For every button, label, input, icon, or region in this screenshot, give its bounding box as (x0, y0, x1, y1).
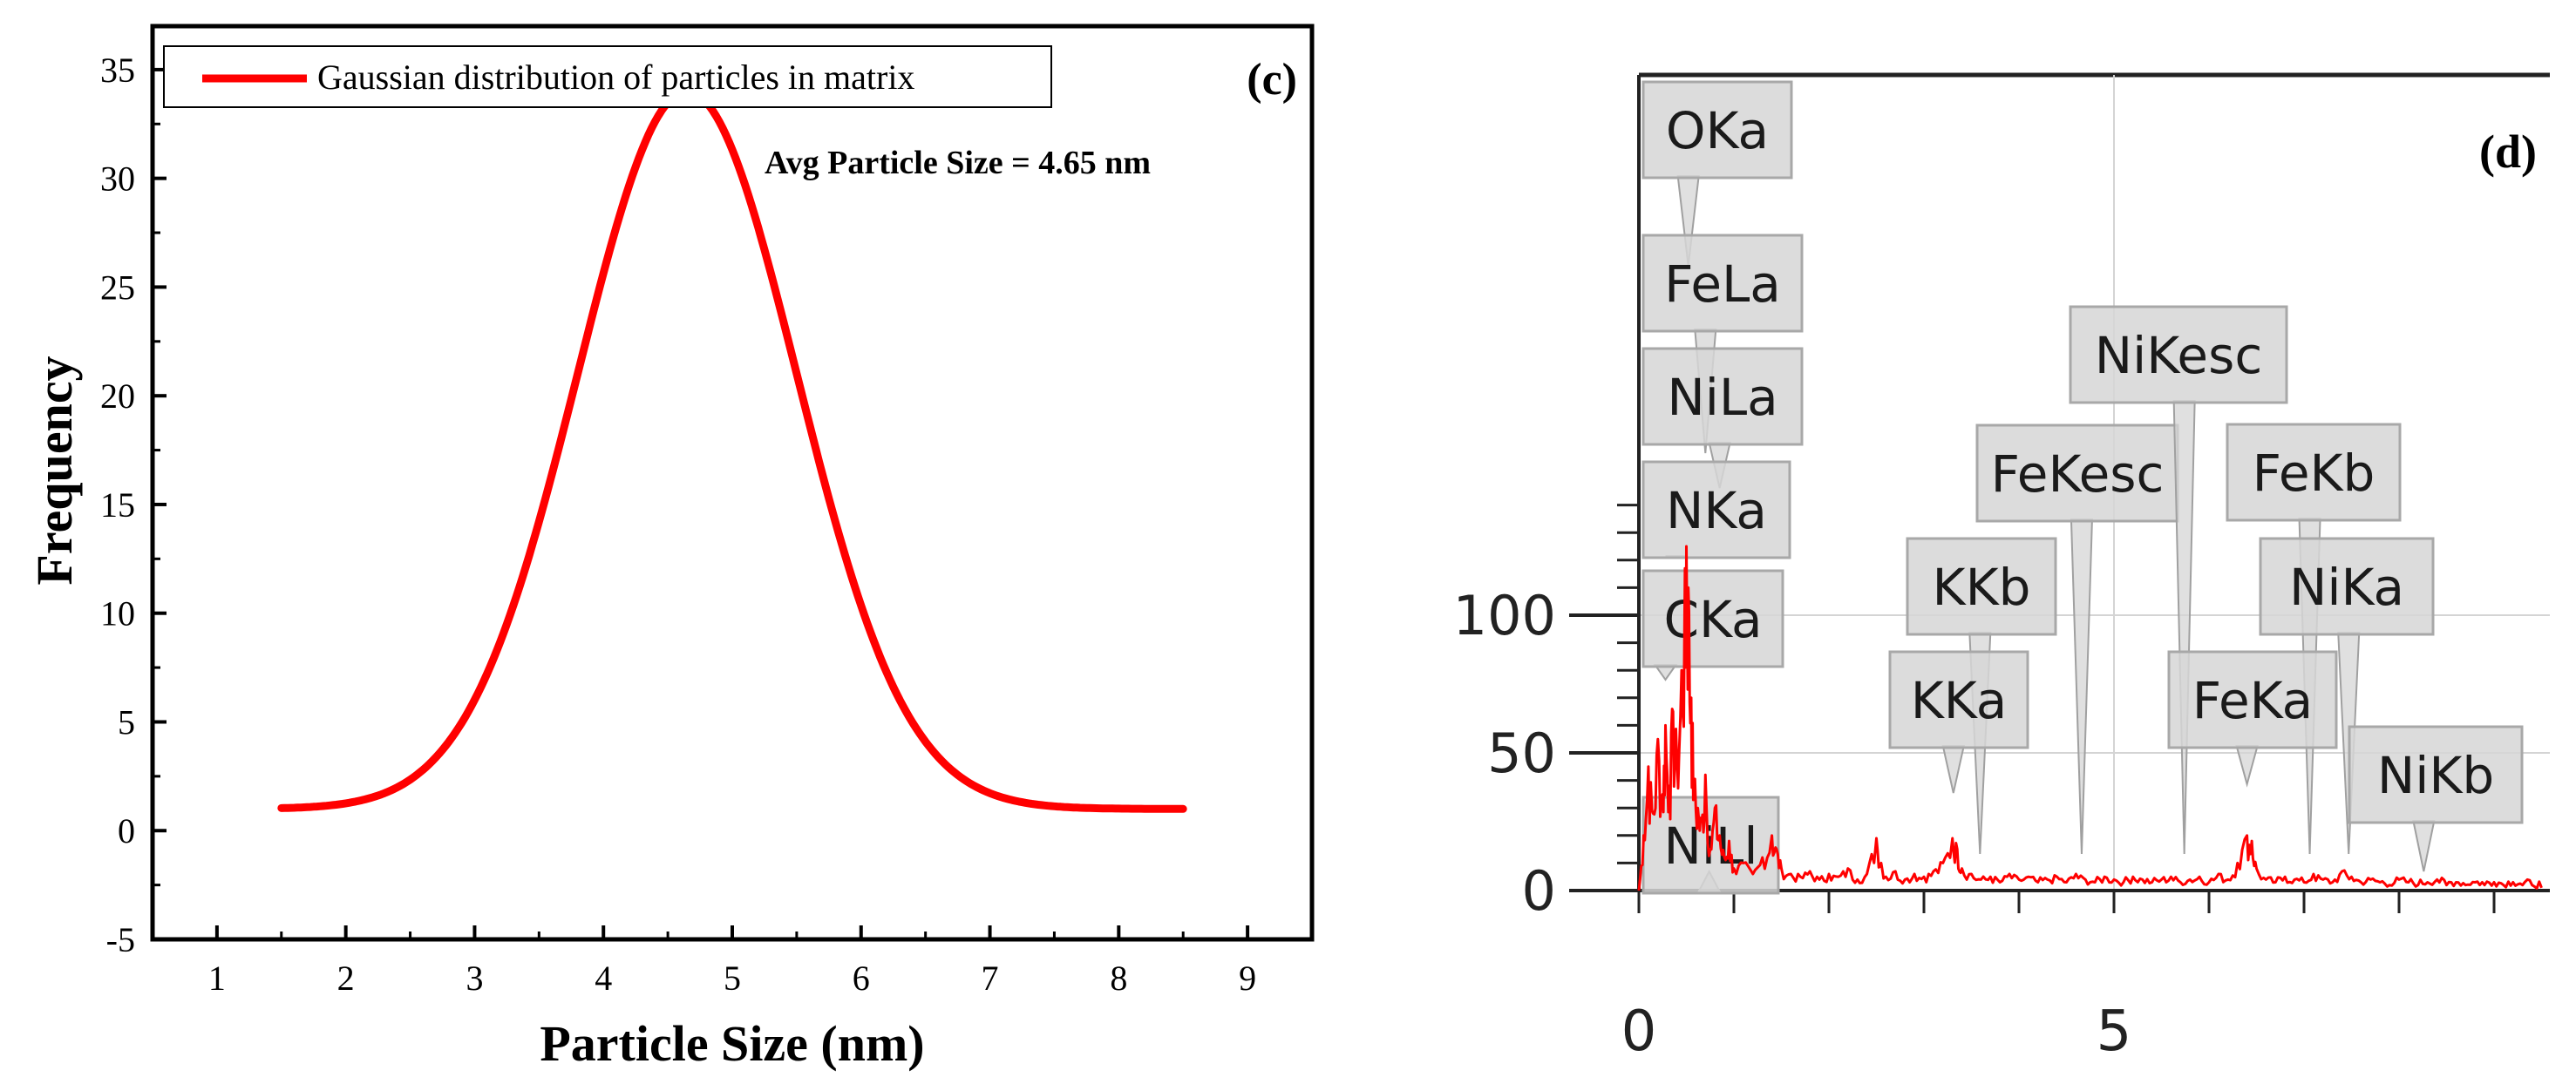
x-tick-label-d: 0 (1621, 999, 1657, 1064)
y-tick-label-d: 50 (1487, 722, 1556, 785)
x-tick-label-c: 7 (982, 959, 999, 998)
peak-label-kkb: KKb (1933, 558, 2031, 617)
peak-label-fekb: FeKb (2253, 444, 2375, 503)
legend-box-c (163, 45, 1052, 108)
y-tick-label-c: 15 (100, 485, 135, 525)
callout-pointer (2172, 400, 2196, 855)
peak-label-fekesc: FeKesc (1991, 444, 2165, 504)
avg-size-annotation: Avg Particle Size = 4.65 nm (765, 145, 1151, 181)
x-tick-label-c: 9 (1239, 959, 1256, 998)
peak-label-nika: NiKa (2289, 558, 2404, 617)
x-tick-label-c: 5 (724, 959, 741, 998)
x-tick-label-c: 6 (853, 959, 870, 998)
x-tick-label-c: 2 (337, 959, 355, 998)
y-tick-label-c: 5 (118, 702, 135, 742)
x-tick-label-c: 8 (1110, 959, 1127, 998)
callout-box (2226, 423, 2402, 522)
callout-pointer (2412, 820, 2436, 872)
legend-c: Gaussian distribution of particles in ma… (163, 45, 1052, 108)
panel-c: 1 2 3 4 5 6 7 8 9 -5 0 5 10 15 20 25 30 35 Gaussian distr… (26, 24, 1315, 1072)
peak-label-kka: KKa (1911, 671, 2008, 730)
x-tick-label-c: 3 (466, 959, 483, 998)
peak-label-nikb: NiKb (2377, 746, 2494, 805)
y-tick-label-c: 0 (118, 811, 135, 850)
legend-label-c: Gaussian distribution of particles in ma… (317, 58, 914, 97)
y-tick-label-d: 100 (1453, 584, 1556, 647)
callout-box (1641, 460, 1791, 559)
callout-pointer (1941, 745, 1966, 794)
y-axis-label-c: Frequency (26, 356, 83, 585)
callout-box (2167, 650, 2338, 749)
c-axis-ticks: 1 2 3 4 5 6 7 8 9 -5 0 5 10 15 20 25 30 35 (100, 51, 1256, 998)
y-tick-label-c: 20 (100, 376, 135, 416)
callout-box (2259, 537, 2435, 636)
peak-label-nka: NKa (1666, 481, 1767, 540)
x-tick-label-c: 1 (208, 959, 226, 998)
peak-label-nikesc: NiKesc (2095, 326, 2262, 385)
callout-box (1975, 423, 2179, 523)
peak-callouts: OKaFeLaNiLaNKaCKaNiLlKKbKKaFeKescNiKescF… (1641, 80, 2524, 895)
callout-box (1641, 80, 1793, 180)
callout-box (1906, 537, 2057, 636)
peak-label-nila: NiLa (1667, 368, 1777, 427)
y-tick-label-c: 35 (100, 51, 135, 90)
callout-box (1641, 234, 1804, 333)
panel-label-c: (c) (1247, 55, 1297, 105)
d-axis-ticks: 0 50 100 0 5 (1453, 504, 2496, 1064)
panel-label-d: (d) (2479, 125, 2537, 178)
peak-label-feka: FeKa (2192, 671, 2313, 730)
y-tick-label-d: 0 (1522, 859, 1556, 923)
callout-box (1641, 347, 1804, 446)
peak-label-oka: OKa (1666, 101, 1769, 160)
callout-box (2348, 725, 2524, 824)
x-axis-label-c: Particle Size (nm) (540, 1015, 924, 1072)
gaussian-curve (277, 87, 1187, 813)
peak-label-cka: CKa (1663, 590, 1762, 649)
x-tick-label-d: 5 (2097, 999, 2132, 1064)
peak-label-fela: FeLa (1664, 254, 1781, 314)
callout-box (1888, 650, 2029, 749)
y-tick-label-c: 10 (100, 594, 135, 633)
callout-box (2069, 305, 2288, 404)
y-tick-label-c: -5 (106, 920, 135, 959)
callout-pointer (2235, 745, 2259, 788)
callout-box (1641, 569, 1784, 668)
x-tick-label-c: 4 (595, 959, 612, 998)
y-tick-label-c: 30 (100, 159, 135, 199)
y-tick-label-c: 25 (100, 268, 135, 307)
eds-spectrum (1637, 545, 2543, 891)
callout-pointer (2070, 518, 2093, 855)
